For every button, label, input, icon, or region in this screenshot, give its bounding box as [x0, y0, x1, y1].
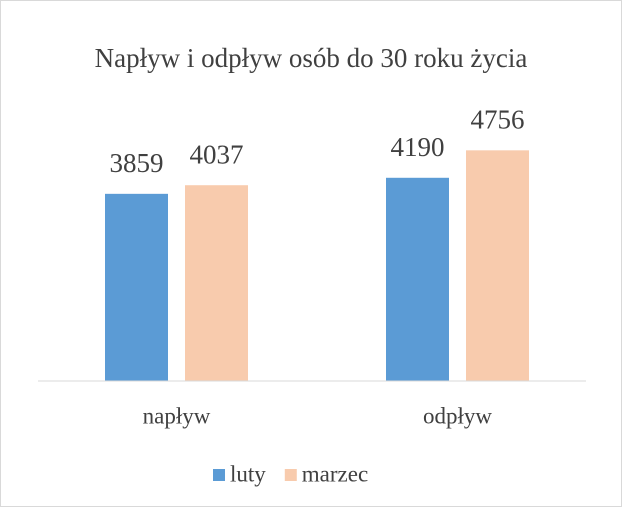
chart-title: Napływ i odpływ osób do 30 roku życia — [94, 43, 528, 73]
data-label: 4190 — [391, 132, 445, 162]
legend-label: luty — [230, 461, 266, 486]
legend-label: marzec — [302, 461, 368, 486]
data-label: 3859 — [110, 148, 164, 178]
bar — [185, 185, 248, 381]
bar — [105, 193, 168, 381]
bar — [386, 177, 449, 381]
data-label: 4756 — [471, 105, 525, 135]
legend-swatch — [213, 469, 225, 481]
x-tick-label: odpływ — [423, 403, 492, 428]
bar — [466, 150, 529, 381]
x-tick-label: napływ — [143, 403, 211, 428]
data-label: 4037 — [190, 139, 244, 169]
legend-swatch — [284, 469, 297, 481]
